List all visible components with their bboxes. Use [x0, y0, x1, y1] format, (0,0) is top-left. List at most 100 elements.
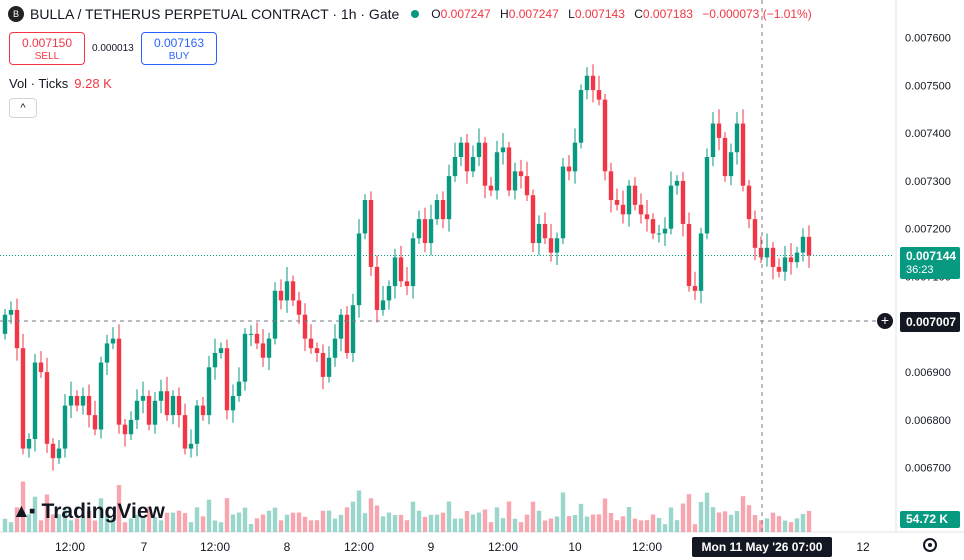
candle-body: [68, 396, 74, 406]
candle-body: [668, 185, 674, 229]
volume-bar: [164, 512, 170, 532]
volume-bar: [404, 520, 410, 532]
crosshair-price-tag: 0.007007: [900, 312, 960, 332]
candle-body: [794, 252, 800, 263]
candle-body: [608, 171, 614, 201]
time-tick-label: 12: [856, 540, 870, 554]
candle-body: [602, 99, 608, 172]
volume-bar: [494, 507, 500, 532]
candle-body: [224, 348, 230, 411]
candle-body: [56, 448, 62, 459]
volume-bar: [440, 512, 446, 532]
time-tick-label: 7: [141, 540, 148, 554]
candle-body: [656, 233, 662, 235]
volume-bar: [434, 514, 440, 532]
candle-body: [176, 396, 182, 416]
candle-body: [698, 233, 704, 291]
volume-bar: [140, 518, 146, 532]
volume-bar: [548, 518, 554, 532]
candle-body: [26, 439, 32, 449]
candle-body: [770, 247, 776, 267]
volume-bar: [566, 516, 572, 532]
buy-button[interactable]: 0.007163 BUY: [141, 32, 217, 65]
candle-body: [740, 123, 746, 186]
candle-body: [422, 219, 428, 244]
volume-bar: [338, 514, 344, 532]
volume-bar: [638, 520, 644, 532]
sell-button[interactable]: 0.007150 SELL: [9, 32, 85, 65]
time-tick-label: 12:00: [344, 540, 374, 554]
volume-bar: [614, 520, 620, 532]
close-value: 0.007183: [642, 7, 693, 21]
volume-bar: [128, 518, 134, 532]
candle-body: [188, 443, 194, 449]
symbol-title[interactable]: BULLA / TETHERUS PERPETUAL CONTRACT · 1h…: [30, 6, 400, 22]
candle-body: [194, 405, 200, 444]
tradingview-logo[interactable]: ▲▪ TradingView: [12, 500, 165, 524]
candle-body: [518, 171, 524, 177]
candle-body: [620, 204, 626, 215]
candle-body: [104, 343, 110, 363]
candle-body: [500, 147, 506, 153]
volume-bar: [392, 515, 398, 532]
candle-body: [626, 185, 632, 215]
candle-body: [776, 266, 782, 272]
volume-bar: [416, 510, 422, 532]
candle-body: [746, 185, 752, 220]
candle-body: [98, 362, 104, 430]
candle-body: [350, 305, 356, 353]
volume-bar: [458, 518, 464, 532]
buy-price: 0.007163: [153, 36, 205, 50]
collapse-legend-button[interactable]: ^: [9, 98, 37, 118]
volume-bar: [38, 520, 44, 532]
candle-body: [116, 338, 122, 425]
candle-body: [674, 180, 680, 186]
volume-bar: [596, 514, 602, 532]
add-alert-plus-icon[interactable]: +: [877, 313, 893, 329]
candle-body: [206, 367, 212, 416]
candle-body: [272, 290, 278, 339]
candle-body: [326, 357, 332, 377]
candle-body: [284, 281, 290, 301]
volume-bar: [26, 514, 32, 532]
candle-body: [320, 352, 326, 377]
crosshair-time-tag: Mon 11 May '26 07:00: [692, 537, 832, 557]
candle-body: [614, 200, 620, 205]
candle-body: [806, 236, 812, 256]
buy-label: BUY: [168, 51, 190, 62]
candle-body: [278, 290, 284, 301]
candle-body: [440, 200, 446, 220]
candle-body: [494, 152, 500, 191]
tradingview-mark-icon: ▲▪: [12, 501, 36, 522]
volume-bar: [710, 507, 716, 532]
candle-body: [236, 381, 242, 396]
volume-bar: [116, 485, 122, 532]
volume-bar: [698, 502, 704, 532]
candle-body: [50, 443, 56, 459]
candle-body: [476, 142, 482, 157]
volume-bar: [590, 514, 596, 532]
volume-bar: [788, 522, 794, 532]
volume-bar: [92, 520, 98, 532]
candle-body: [788, 257, 794, 263]
candle-body: [470, 157, 476, 172]
volume-bar: [602, 498, 608, 532]
volume-bar: [452, 518, 458, 532]
volume-bar: [344, 507, 350, 532]
volume-legend-value: 9.28 K: [74, 76, 112, 91]
volume-bar: [32, 496, 38, 532]
gear-icon[interactable]: [923, 538, 937, 552]
volume-bar: [512, 518, 518, 532]
volume-bar: [62, 509, 68, 532]
volume-bar: [422, 516, 428, 532]
volume-bar: [488, 522, 494, 532]
volume-bar: [482, 509, 488, 532]
volume-bar: [674, 520, 680, 532]
last-price-tag: 0.007144 36:23: [900, 247, 960, 279]
volume-bar: [44, 494, 50, 532]
candle-body: [764, 247, 770, 258]
time-tick-label: 9: [428, 540, 435, 554]
time-tick-label: 12:00: [200, 540, 230, 554]
volume-bar: [530, 501, 536, 532]
